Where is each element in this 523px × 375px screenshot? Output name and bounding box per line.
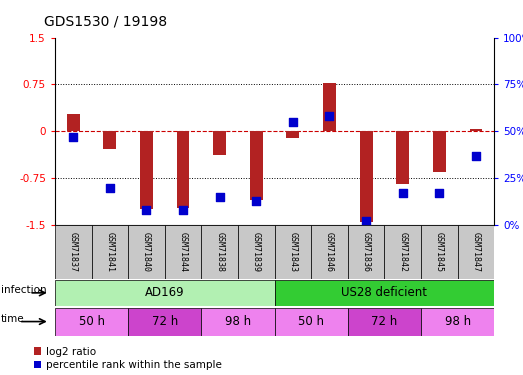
Text: 50 h: 50 h — [298, 315, 324, 328]
Bar — [458, 225, 494, 279]
Point — [325, 113, 334, 119]
Point — [215, 194, 224, 200]
Bar — [128, 225, 165, 279]
Legend: log2 ratio, percentile rank within the sample: log2 ratio, percentile rank within the s… — [34, 346, 222, 370]
Bar — [201, 225, 238, 279]
Bar — [140, 131, 153, 209]
Text: GSM71844: GSM71844 — [178, 232, 188, 272]
Bar — [348, 225, 384, 279]
Point — [435, 190, 444, 196]
Text: GSM71838: GSM71838 — [215, 232, 224, 272]
Bar — [275, 225, 311, 279]
Bar — [275, 280, 494, 306]
Text: US28 deficient: US28 deficient — [342, 286, 427, 299]
Bar — [433, 131, 446, 172]
Text: GSM71839: GSM71839 — [252, 232, 261, 272]
Bar — [287, 131, 299, 138]
Text: 72 h: 72 h — [371, 315, 397, 328]
Text: AD169: AD169 — [145, 286, 185, 299]
Bar — [104, 131, 116, 149]
Point — [142, 207, 151, 213]
Point — [252, 198, 260, 204]
Text: time: time — [1, 314, 24, 324]
Point — [106, 184, 114, 190]
Bar — [250, 131, 263, 200]
Bar — [55, 280, 275, 306]
Bar — [165, 225, 201, 279]
Bar — [360, 131, 372, 222]
Bar — [55, 225, 92, 279]
Bar — [396, 131, 409, 184]
Text: GSM71843: GSM71843 — [288, 232, 298, 272]
Text: GSM71842: GSM71842 — [398, 232, 407, 272]
Text: GSM71836: GSM71836 — [361, 232, 371, 272]
Bar — [177, 131, 189, 207]
Bar — [275, 308, 348, 336]
Point — [362, 218, 370, 224]
Text: GSM71837: GSM71837 — [69, 232, 78, 272]
Bar — [128, 308, 201, 336]
Bar — [92, 225, 128, 279]
Bar — [201, 308, 275, 336]
Text: GSM71845: GSM71845 — [435, 232, 444, 272]
Text: GSM71846: GSM71846 — [325, 232, 334, 272]
Bar — [311, 225, 348, 279]
Bar — [470, 129, 482, 131]
Text: 98 h: 98 h — [445, 315, 471, 328]
Bar — [238, 225, 275, 279]
Text: GSM71841: GSM71841 — [105, 232, 115, 272]
Bar — [384, 225, 421, 279]
Text: GSM71847: GSM71847 — [471, 232, 481, 272]
Point — [399, 190, 407, 196]
Text: 50 h: 50 h — [78, 315, 105, 328]
Bar — [323, 82, 336, 131]
Bar — [421, 225, 458, 279]
Bar — [55, 308, 128, 336]
Bar — [67, 114, 79, 131]
Bar — [213, 131, 226, 155]
Text: 72 h: 72 h — [152, 315, 178, 328]
Text: GDS1530 / 19198: GDS1530 / 19198 — [44, 14, 167, 28]
Text: GSM71840: GSM71840 — [142, 232, 151, 272]
Point — [472, 153, 480, 159]
Bar — [421, 308, 494, 336]
Text: infection: infection — [1, 285, 46, 295]
Point — [289, 119, 297, 125]
Point — [179, 207, 187, 213]
Bar — [348, 308, 421, 336]
Text: 98 h: 98 h — [225, 315, 251, 328]
Point — [69, 134, 77, 140]
